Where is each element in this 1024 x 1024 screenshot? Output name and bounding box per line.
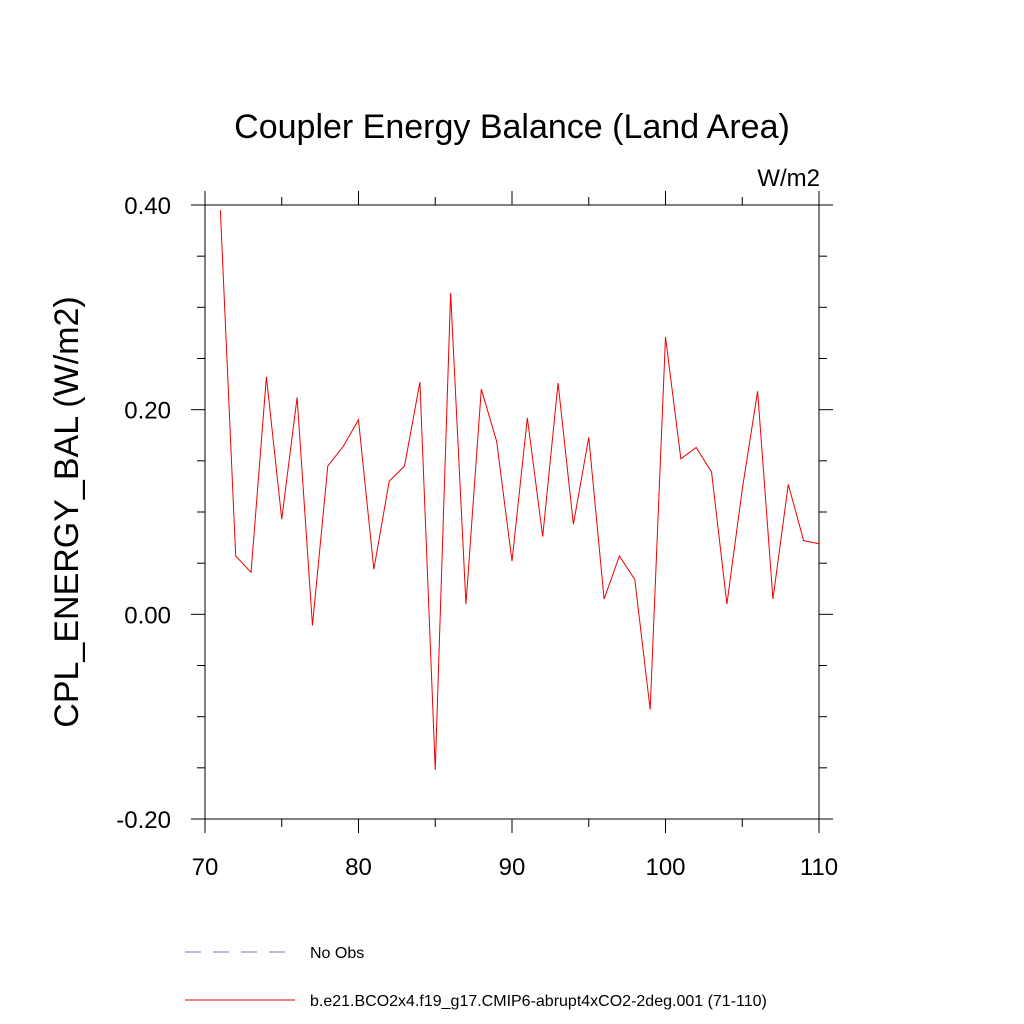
legend: No Obs b.e21.BCO2x4.f19_g17.CMIP6-abrupt4… (185, 945, 767, 1010)
y-tick-label: 0.20 (124, 398, 171, 425)
axis-ticks (191, 191, 833, 833)
legend-entry-label: b.e21.BCO2x4.f19_g17.CMIP6-abrupt4xCO2-2… (310, 993, 767, 1010)
x-tick-label: 70 (192, 854, 219, 881)
x-tick-label: 80 (345, 854, 372, 881)
x-tick-label: 100 (645, 854, 685, 881)
y-axis-label: CPL_ENERGY_BAL (W/m2) (48, 296, 86, 727)
legend-entry-label: No Obs (310, 945, 364, 962)
y-tick-label: 0.40 (124, 193, 171, 220)
x-tick-label: 110 (800, 854, 838, 881)
series-layer (219, 210, 820, 770)
axis-tick-labels: 70 80 90 100 110 -0.20 0.00 0.20 0.40 (116, 193, 838, 881)
y-tick-label: 0.00 (124, 602, 171, 629)
x-tick-label: 90 (499, 854, 526, 881)
y-tick-label: -0.20 (116, 807, 171, 834)
series-line (219, 210, 820, 770)
chart-title: Coupler Energy Balance (Land Area) (234, 108, 790, 146)
units-label: W/m2 (757, 165, 820, 192)
